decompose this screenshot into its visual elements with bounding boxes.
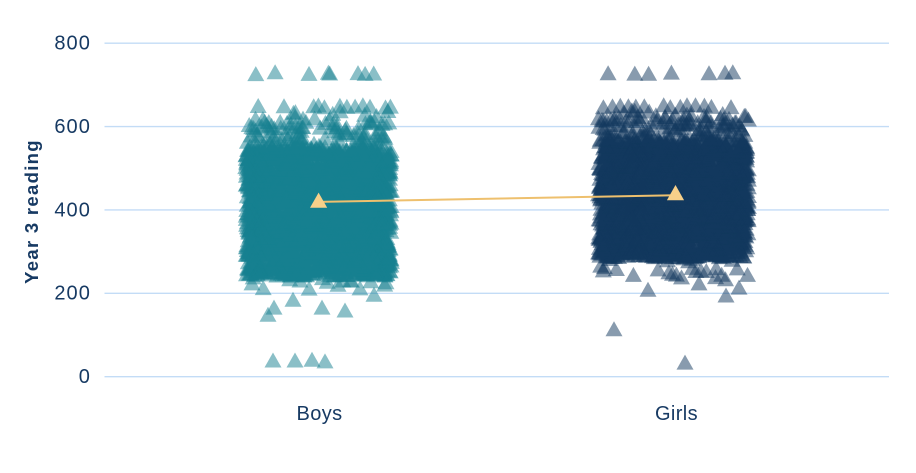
- svg-text:Boys: Boys: [296, 403, 342, 425]
- svg-text:Girls: Girls: [655, 403, 698, 425]
- svg-text:800: 800: [54, 33, 91, 55]
- svg-text:0: 0: [79, 366, 91, 388]
- svg-text:600: 600: [54, 116, 91, 138]
- svg-text:Year 3 reading: Year 3 reading: [21, 139, 42, 284]
- svg-text:400: 400: [54, 199, 91, 221]
- svg-text:200: 200: [54, 283, 91, 305]
